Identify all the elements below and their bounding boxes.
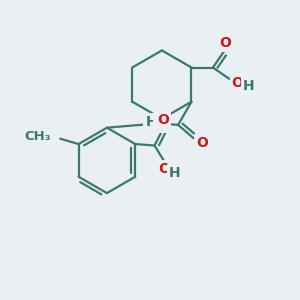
Text: CH₃: CH₃ bbox=[24, 130, 51, 143]
Text: O: O bbox=[219, 36, 231, 50]
Text: O: O bbox=[159, 162, 171, 176]
Text: O: O bbox=[232, 76, 244, 90]
Text: O: O bbox=[157, 113, 169, 127]
Text: H: H bbox=[169, 167, 180, 181]
Text: O: O bbox=[196, 136, 208, 150]
Text: N: N bbox=[155, 116, 167, 131]
Text: H: H bbox=[243, 79, 254, 93]
Text: H: H bbox=[146, 115, 157, 129]
